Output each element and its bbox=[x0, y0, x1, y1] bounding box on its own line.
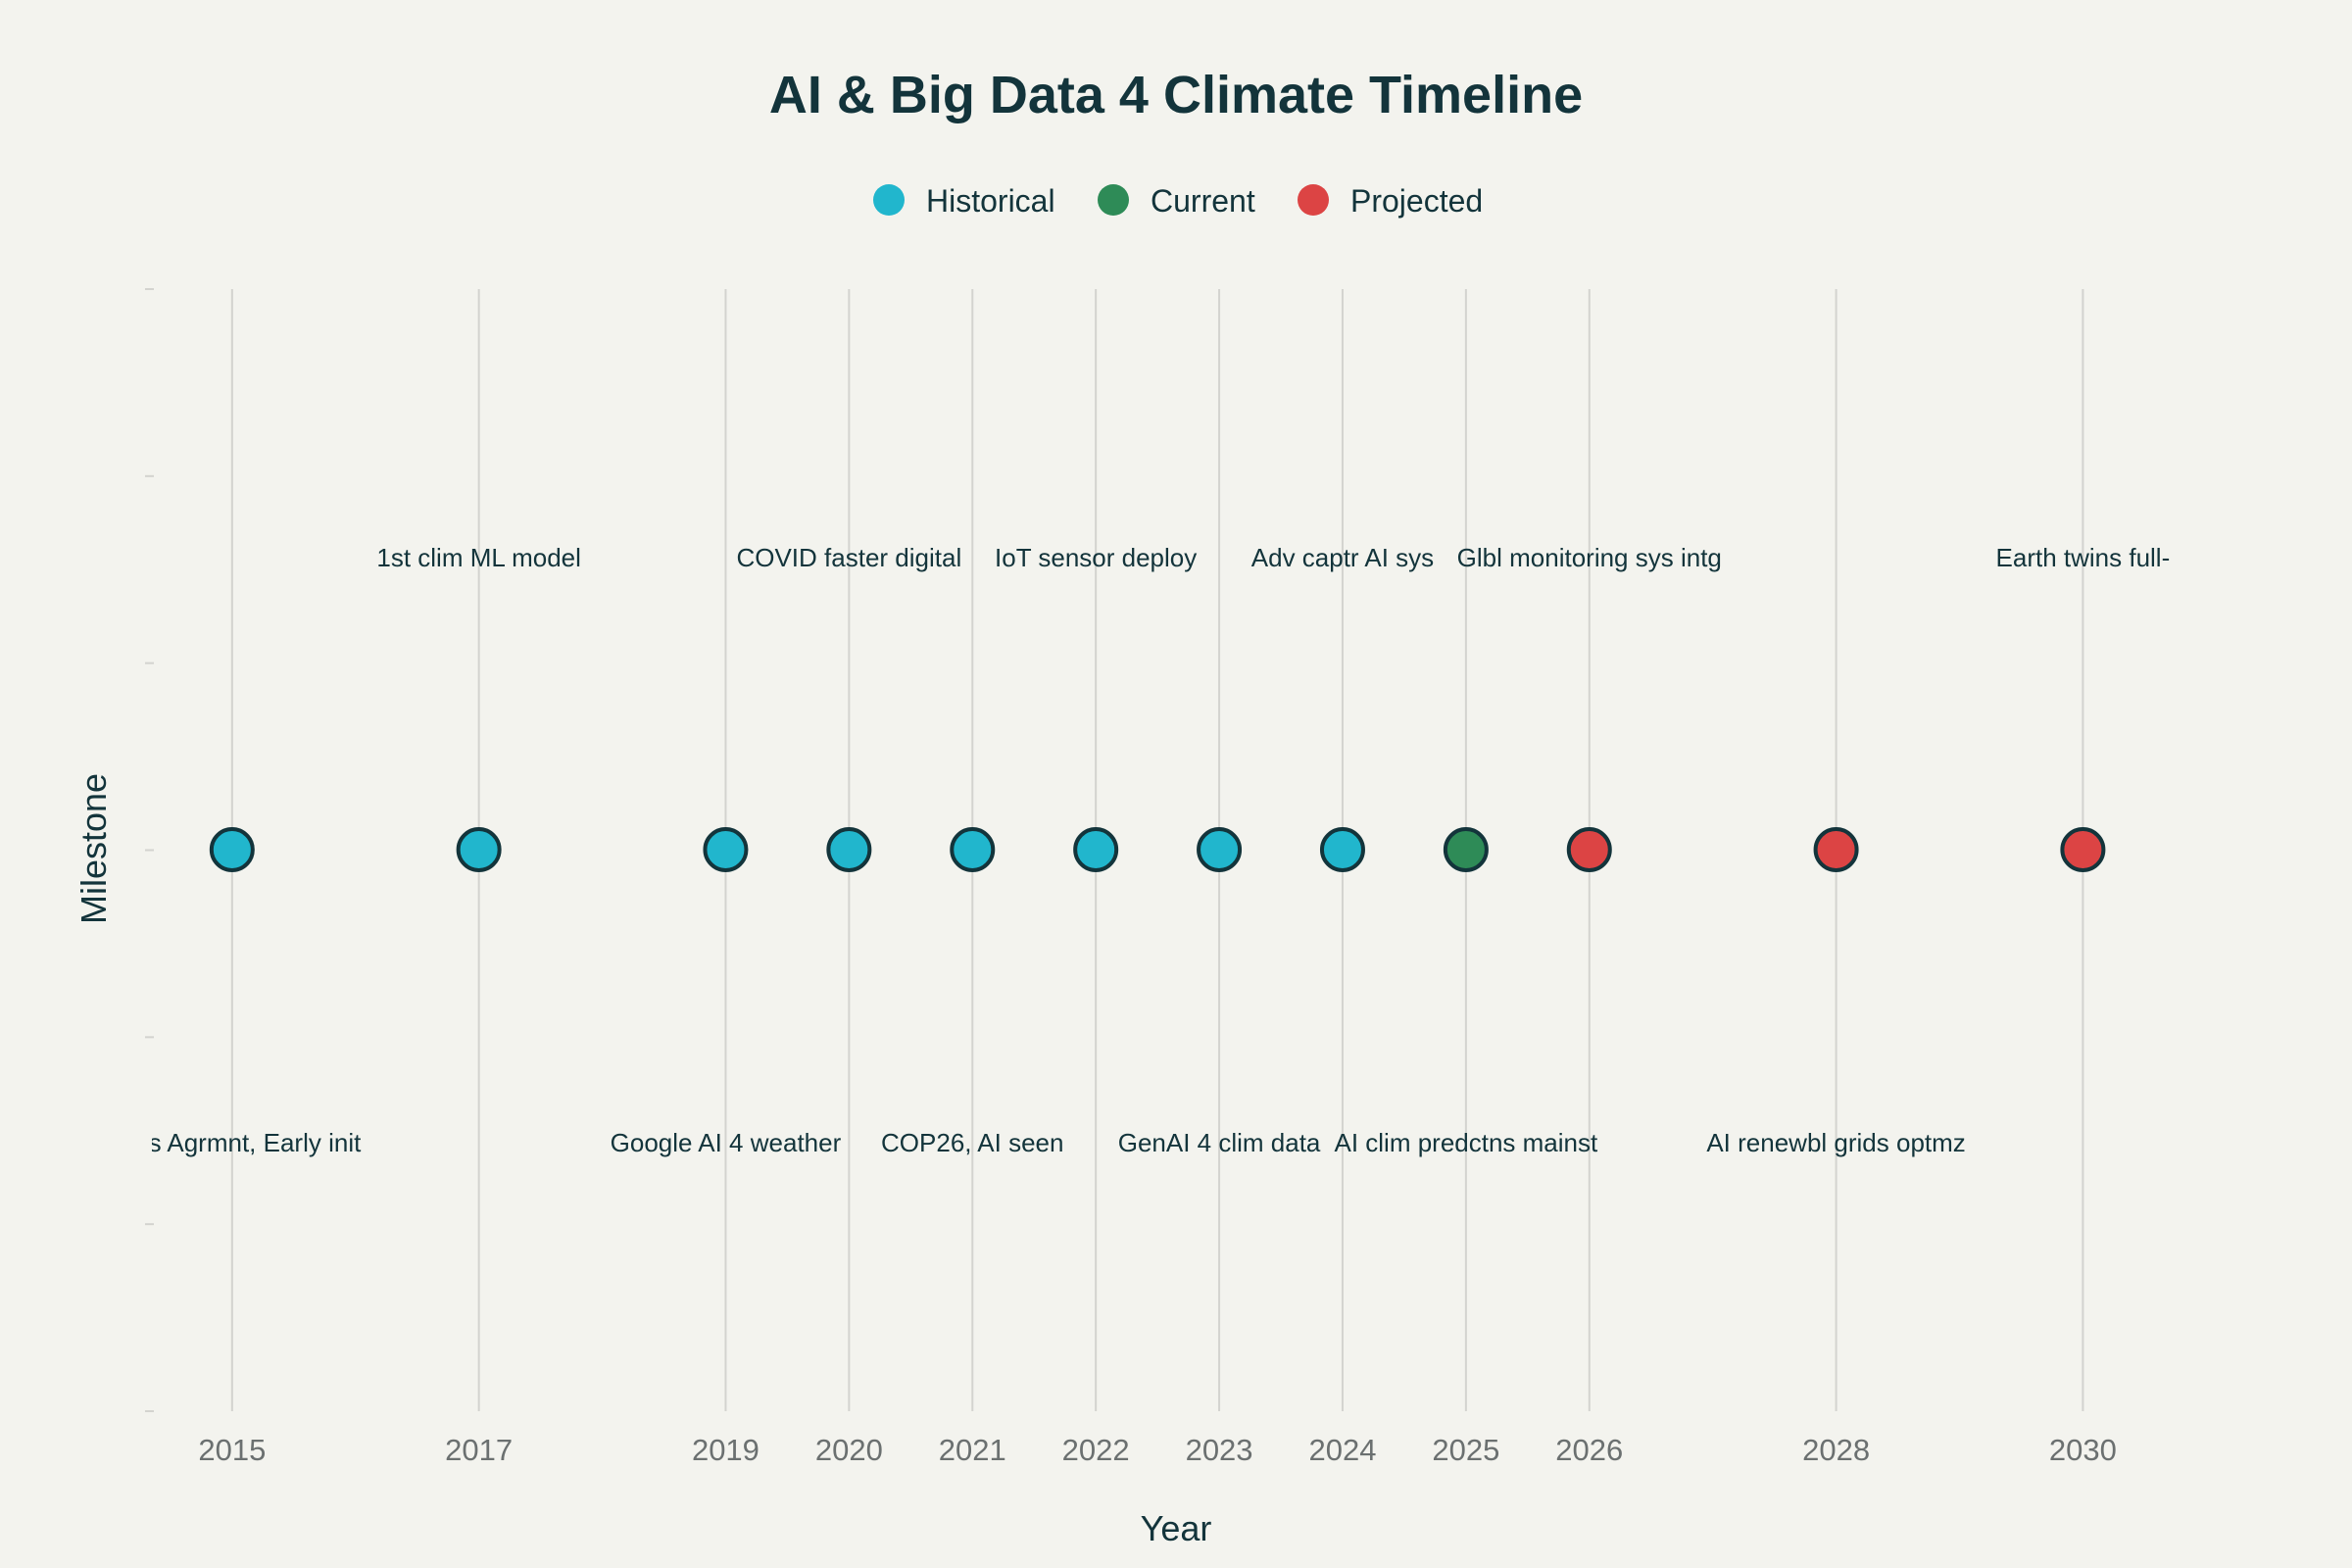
event-marker-2021[interactable] bbox=[950, 827, 996, 872]
event-marker-2030[interactable] bbox=[2060, 827, 2106, 872]
legend-swatch-historical bbox=[873, 184, 905, 216]
event-marker-2026[interactable] bbox=[1566, 827, 1612, 872]
event-label-2020: COVID faster digital bbox=[736, 543, 961, 572]
event-marker-2015[interactable] bbox=[209, 827, 255, 872]
y-axis-title: Milestone bbox=[74, 773, 114, 924]
x-axis-ticks: 2015 2017 2019 2020 2021 2022 2023 2024 2025 2026… bbox=[198, 1433, 2117, 1467]
x-tick-label-2021: 2021 bbox=[939, 1433, 1006, 1467]
event-label-2019: Google AI 4 weather bbox=[611, 1128, 842, 1157]
legend-item-current[interactable]: Current bbox=[1098, 183, 1255, 219]
event-label-2028: AI renewbl grids optmz bbox=[1706, 1128, 1965, 1157]
x-tick-label-2028: 2028 bbox=[1802, 1433, 1870, 1467]
x-tick-label-2023: 2023 bbox=[1186, 1433, 1253, 1467]
x-tick-label-2025: 2025 bbox=[1432, 1433, 1499, 1467]
event-label-2025: AI clim predctns mainst bbox=[1334, 1128, 1598, 1157]
legend-swatch-projected bbox=[1298, 184, 1329, 216]
legend-item-historical[interactable]: Historical bbox=[873, 183, 1055, 219]
y-axis-ticks bbox=[145, 288, 154, 1412]
x-tick-label-2017: 2017 bbox=[445, 1433, 513, 1467]
legend-label-historical: Historical bbox=[926, 183, 1055, 219]
x-tick-label-2019: 2019 bbox=[692, 1433, 760, 1467]
x-tick-label-2024: 2024 bbox=[1308, 1433, 1376, 1467]
event-marker-2028[interactable] bbox=[1813, 827, 1859, 872]
event-marker-2020[interactable] bbox=[826, 827, 872, 872]
legend-swatch-current bbox=[1098, 184, 1129, 216]
event-marker-2022[interactable] bbox=[1073, 827, 1119, 872]
event-marker-2017[interactable] bbox=[456, 827, 502, 872]
event-label-2030: Earth twins full- bbox=[1996, 543, 2171, 572]
event-labels: Paris Agrmnt, Early init 1st clim ML mode… bbox=[103, 543, 2171, 1157]
event-marker-2019[interactable] bbox=[703, 827, 749, 872]
event-marker-2024[interactable] bbox=[1319, 827, 1365, 872]
event-markers bbox=[209, 827, 2106, 872]
event-label-2023: GenAI 4 clim data bbox=[1118, 1128, 1321, 1157]
chart-title: AI & Big Data 4 Climate Timeline bbox=[769, 66, 1583, 124]
legend-label-current: Current bbox=[1151, 183, 1255, 219]
event-label-2024: Adv captr AI sys bbox=[1251, 543, 1434, 572]
event-label-2015: Paris Agrmnt, Early init bbox=[103, 1128, 362, 1157]
legend-item-projected[interactable]: Projected bbox=[1298, 183, 1483, 219]
x-tick-label-2020: 2020 bbox=[815, 1433, 883, 1467]
event-label-2022: IoT sensor deploy bbox=[995, 543, 1197, 572]
event-label-2026: Glbl monitoring sys intg bbox=[1457, 543, 1722, 572]
x-tick-label-2015: 2015 bbox=[198, 1433, 266, 1467]
x-tick-label-2030: 2030 bbox=[2049, 1433, 2117, 1467]
x-tick-label-2026: 2026 bbox=[1555, 1433, 1623, 1467]
event-marker-2025[interactable] bbox=[1443, 827, 1489, 872]
legend-label-projected: Projected bbox=[1350, 183, 1483, 219]
event-label-2017: 1st clim ML model bbox=[376, 543, 581, 572]
x-tick-label-2022: 2022 bbox=[1062, 1433, 1130, 1467]
gridlines bbox=[230, 289, 2084, 1411]
legend: Historical Current Projected bbox=[873, 183, 1483, 219]
event-label-2021: COP26, AI seen bbox=[881, 1128, 1063, 1157]
event-marker-2023[interactable] bbox=[1197, 827, 1243, 872]
x-axis-title: Year bbox=[1141, 1508, 1212, 1548]
